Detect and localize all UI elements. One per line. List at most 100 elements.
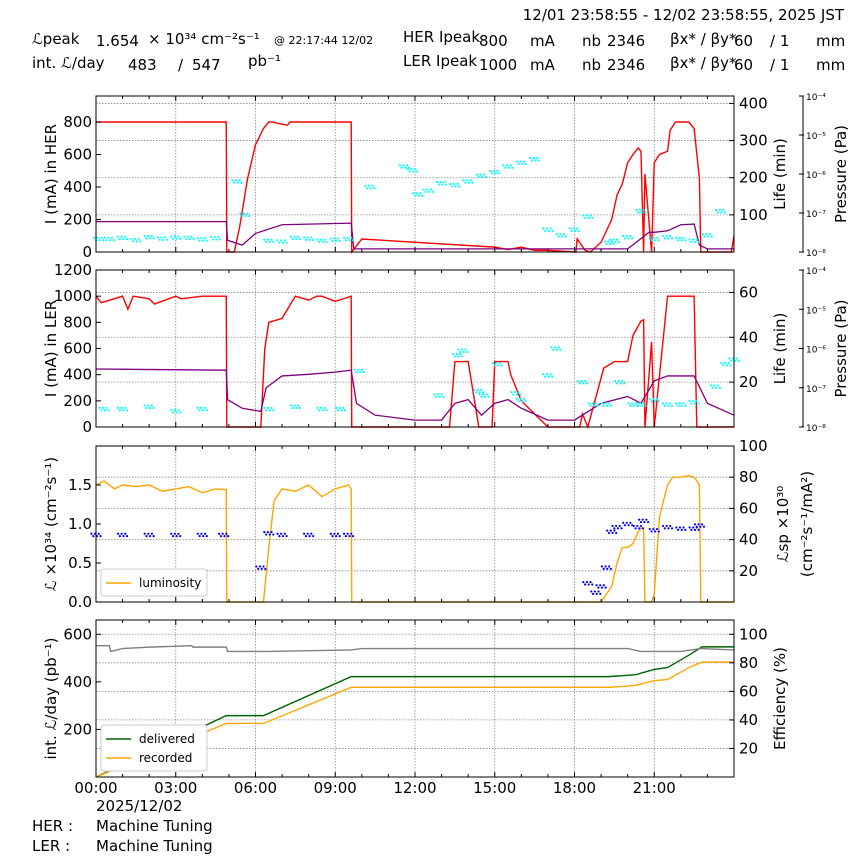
efficiency-line [96, 644, 735, 653]
life-point [152, 237, 155, 240]
life-point [515, 397, 518, 400]
life-point [492, 169, 495, 173]
life-point [728, 357, 731, 360]
life-point [346, 236, 349, 239]
specific-point [657, 530, 660, 533]
life-point [680, 404, 683, 407]
life-point [268, 240, 271, 244]
specific-point [602, 584, 605, 587]
footer-ler-status: Machine Tuning [96, 837, 213, 855]
life-point [160, 236, 163, 239]
life-point [710, 235, 714, 238]
life-point [102, 239, 105, 242]
life-point [316, 406, 319, 409]
life-point [594, 402, 597, 405]
life-point [366, 187, 369, 190]
int-lumi-unit: pb⁻¹ [248, 52, 281, 70]
specific-point [342, 532, 346, 535]
life-point [478, 391, 481, 394]
life-point [678, 236, 682, 239]
specific-point [591, 592, 595, 595]
life-point [511, 166, 514, 169]
specific-point [591, 583, 594, 586]
specific-point [582, 580, 585, 584]
life-point [202, 239, 205, 242]
specific-point [200, 532, 203, 535]
life-point [716, 384, 720, 387]
life-point [608, 402, 611, 405]
life-point [442, 395, 445, 398]
life-point [336, 237, 340, 240]
life-point [217, 235, 220, 239]
life-point [211, 238, 215, 241]
legend-box [100, 724, 208, 772]
life-point [203, 237, 207, 240]
specific-point [351, 535, 355, 538]
life-point [730, 359, 733, 363]
y-tick-label: 200 [63, 211, 92, 229]
specific-point [350, 532, 353, 535]
specific-point [258, 565, 262, 568]
specific-point [604, 565, 607, 568]
life-point [200, 406, 203, 409]
life-point [500, 364, 504, 367]
life-point [213, 235, 216, 239]
pressure-tick-label: 10⁻⁴ [806, 267, 826, 277]
life-point [663, 404, 666, 407]
life-point [667, 404, 670, 407]
life-point [692, 400, 695, 403]
specific-point [120, 532, 123, 535]
specific-point [92, 535, 95, 538]
life-point [455, 352, 458, 356]
life-point [143, 404, 146, 407]
life-point [603, 240, 606, 243]
lpeak-unit: × 10³⁴ cm⁻²s⁻¹ [148, 30, 260, 48]
life-point [637, 211, 640, 214]
life-point [456, 182, 459, 186]
life-point [625, 234, 628, 238]
y-tick-label: 400 [63, 366, 92, 384]
life-point [557, 346, 560, 349]
specific-point [632, 524, 635, 528]
life-point [170, 235, 173, 238]
specific-point [625, 521, 628, 524]
y2-tick-label: 60 [739, 283, 758, 301]
specific-point [587, 583, 590, 586]
life-point [291, 406, 294, 410]
life-point [410, 167, 413, 171]
life-point [343, 409, 347, 412]
life-point [116, 406, 120, 409]
life-point [519, 160, 522, 163]
life-point [555, 348, 558, 351]
life-point [338, 239, 341, 243]
life-point [342, 236, 346, 239]
life-point [542, 373, 545, 376]
specific-point [675, 526, 678, 529]
life-point [291, 237, 294, 241]
specific-point [648, 527, 651, 531]
specific-point [641, 527, 644, 530]
life-point [177, 235, 180, 238]
specific-point [665, 524, 668, 528]
specific-point [122, 535, 125, 538]
life-point [173, 235, 176, 238]
life-point [564, 235, 567, 238]
ler-beta-label: βx* / βy* [670, 54, 737, 72]
life-point [587, 402, 590, 405]
y-tick-label: 200 [63, 392, 92, 410]
life-point [116, 235, 120, 238]
y-tick-label: 600 [63, 146, 92, 164]
life-point [722, 364, 725, 367]
life-point [619, 382, 622, 385]
footer-date: 2025/12/02 [96, 797, 183, 815]
life-point [657, 239, 660, 242]
y2-tick-label: 60 [739, 499, 758, 517]
life-point [145, 406, 148, 410]
life-point [701, 232, 705, 236]
life-point [444, 183, 448, 186]
her-beta-x: 60 [734, 32, 754, 50]
life-point [529, 156, 532, 160]
specific-point [638, 518, 641, 521]
life-point [298, 406, 301, 410]
life-point [482, 391, 485, 394]
